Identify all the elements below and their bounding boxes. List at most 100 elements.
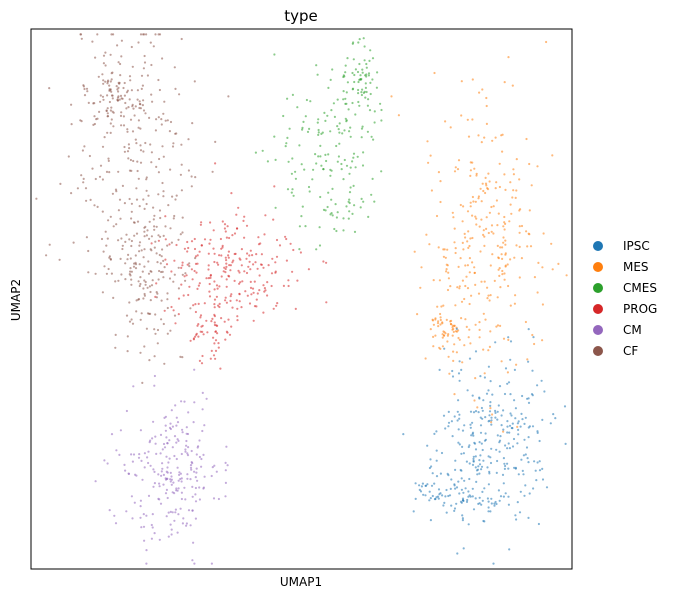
point-ipsc <box>541 478 545 481</box>
point-mes <box>452 327 455 330</box>
point-cf <box>131 130 135 133</box>
point-ipsc <box>478 459 481 462</box>
point-prog <box>190 268 193 271</box>
point-cm <box>161 467 164 470</box>
point-mes <box>483 372 486 375</box>
point-cmes <box>380 170 383 173</box>
point-cf <box>126 258 129 261</box>
point-mes <box>453 343 456 346</box>
point-mes <box>528 162 531 166</box>
point-mes <box>484 176 487 179</box>
point-ipsc <box>474 350 478 353</box>
point-cmes <box>380 108 383 112</box>
point-cf <box>143 294 146 297</box>
point-mes <box>466 210 470 213</box>
point-cmes <box>342 229 345 232</box>
point-prog <box>224 338 227 341</box>
point-prog <box>182 294 185 297</box>
point-cm <box>195 471 198 474</box>
point-ipsc <box>510 414 513 417</box>
point-cf <box>153 228 156 231</box>
point-ipsc <box>506 382 509 385</box>
point-cf <box>84 187 88 190</box>
point-cf <box>107 219 110 222</box>
point-mes <box>439 200 442 204</box>
point-cf <box>132 221 136 224</box>
point-ipsc <box>458 360 461 363</box>
point-cf <box>111 97 114 100</box>
point-cf <box>93 115 96 118</box>
point-cf <box>123 81 126 85</box>
point-ipsc <box>508 548 511 551</box>
point-ipsc <box>429 458 432 461</box>
point-mes <box>456 286 459 289</box>
point-cm <box>161 462 164 465</box>
point-mes <box>510 212 513 215</box>
legend-marker-mes <box>593 262 603 272</box>
point-mes <box>437 320 440 323</box>
point-cm <box>190 449 193 453</box>
point-cf <box>173 66 176 69</box>
point-mes <box>536 291 539 294</box>
point-cmes <box>375 86 378 89</box>
point-cm <box>187 509 191 512</box>
point-ipsc <box>513 399 516 402</box>
point-prog <box>223 223 227 226</box>
point-cf <box>193 80 196 83</box>
point-cf <box>114 346 117 349</box>
point-cf <box>135 187 138 190</box>
point-cm <box>189 524 192 527</box>
point-cm <box>171 446 174 449</box>
point-cf <box>180 163 183 166</box>
point-cf <box>128 75 132 78</box>
point-cm <box>177 479 180 482</box>
point-cf <box>181 356 184 359</box>
point-prog <box>150 242 153 245</box>
point-cm <box>189 466 193 469</box>
point-mes <box>469 201 472 204</box>
point-cf <box>130 202 133 205</box>
point-cm <box>154 435 157 438</box>
point-mes <box>486 286 489 289</box>
point-prog <box>264 214 267 217</box>
point-cf <box>150 151 153 154</box>
point-cmes <box>363 45 366 48</box>
point-cf <box>96 33 99 36</box>
point-mes <box>520 224 524 228</box>
point-prog <box>213 288 216 291</box>
point-cm <box>147 450 150 453</box>
point-cmes <box>311 178 314 181</box>
legend-label-ipsc: IPSC <box>623 239 650 253</box>
point-cm <box>125 510 128 513</box>
point-cf <box>132 159 135 163</box>
point-mes <box>479 187 482 190</box>
point-cm <box>182 517 185 520</box>
point-prog <box>253 280 256 283</box>
point-cf <box>139 351 142 354</box>
point-cm <box>164 429 167 432</box>
point-cm <box>194 500 198 503</box>
point-prog <box>244 290 247 293</box>
point-mes <box>509 181 512 184</box>
point-mes <box>449 126 452 129</box>
point-cm <box>137 456 141 459</box>
point-prog <box>197 335 200 338</box>
point-cf <box>126 128 129 131</box>
point-cm <box>150 537 153 540</box>
point-cm <box>190 461 193 464</box>
point-prog <box>236 307 239 310</box>
point-ipsc <box>508 447 511 450</box>
point-cm <box>193 368 196 371</box>
point-cf <box>117 61 120 64</box>
point-cm <box>131 460 134 463</box>
point-prog <box>278 244 282 247</box>
point-prog <box>230 325 233 328</box>
point-cm <box>174 511 177 514</box>
point-ipsc <box>467 490 470 493</box>
point-prog <box>219 237 222 241</box>
point-cf <box>160 255 163 258</box>
point-cf <box>128 98 131 101</box>
point-cm <box>110 433 114 436</box>
point-prog <box>170 270 173 273</box>
